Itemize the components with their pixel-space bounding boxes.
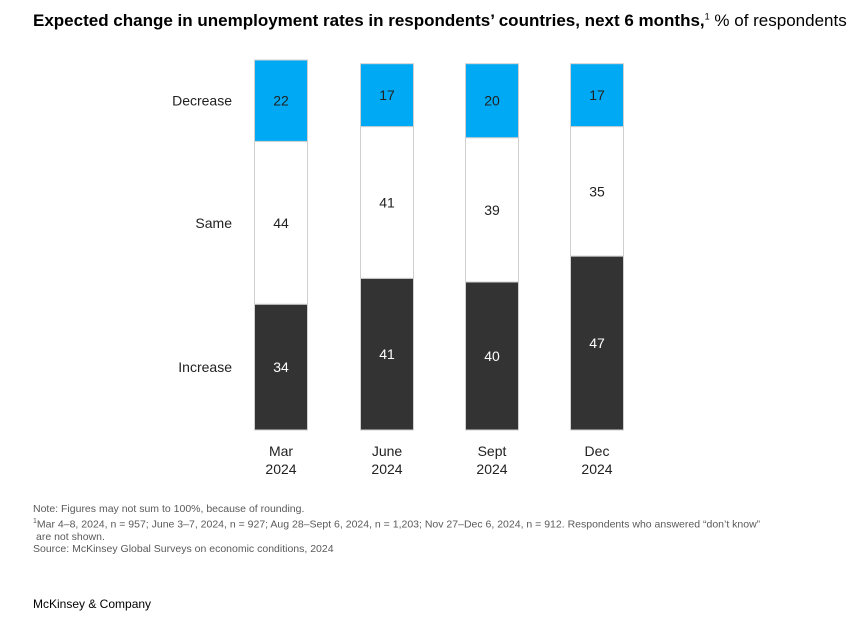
x-tick-label-1-1: 2024	[371, 461, 402, 477]
bar-segment-decrease-3	[570, 63, 624, 128]
data-label-decrease-1: 17	[379, 87, 395, 103]
bar-segment-increase-3	[570, 255, 624, 431]
bar-segment-increase-0	[254, 303, 308, 431]
x-tick-label-2-0: Sept	[478, 443, 507, 459]
title-footnote-mark: 1	[704, 11, 710, 22]
brand-logo-text: McKinsey & Company	[33, 597, 152, 611]
footnote-mark: 1	[33, 517, 37, 525]
data-label-increase-1: 41	[379, 346, 395, 362]
data-label-increase-3: 47	[589, 335, 605, 351]
note-text: Note: Figures may not sum to 100%, becau…	[33, 503, 305, 515]
data-label-increase-0: 34	[273, 359, 289, 375]
title-main: Expected change in unemployment rates in…	[33, 11, 705, 30]
data-label-same-2: 39	[484, 202, 500, 218]
bar-segment-same-1	[360, 126, 414, 279]
source-text: Source: McKinsey Global Surveys on econo…	[33, 543, 334, 555]
stacked-bar-chart: 34 44 22 Mar 2024 41 41 17 June 2024 40 39 20 Sept 202…	[172, 59, 624, 477]
footnote-line-1: Mar 4–8, 2024, n = 957; June 3–7, 2024, …	[36, 518, 761, 530]
chart-title: Expected change in unemployment rates in…	[33, 11, 847, 31]
data-label-same-0: 44	[273, 215, 289, 231]
x-tick-label-3-1: 2024	[581, 461, 612, 477]
x-tick-label-0-1: 2024	[265, 461, 296, 477]
bar-segment-same-0	[254, 140, 308, 305]
x-tick-label-0-0: Mar	[269, 443, 293, 459]
data-label-decrease-3: 17	[589, 87, 605, 103]
bar-segment-decrease-0	[254, 59, 308, 142]
data-label-increase-2: 40	[484, 348, 500, 364]
chart-notes: Note: Figures may not sum to 100%, becau…	[33, 503, 843, 556]
legend-label-decrease: Decrease	[172, 93, 232, 109]
bar-segment-decrease-1	[360, 63, 414, 128]
legend-label-increase: Increase	[178, 359, 232, 375]
bar-segment-increase-1	[360, 277, 414, 431]
bar-segment-decrease-2	[465, 63, 519, 139]
data-label-same-1: 41	[379, 194, 395, 210]
title-unit: % of respondents	[709, 11, 847, 30]
legend-label-same: Same	[195, 215, 232, 231]
x-tick-label-3-0: Dec	[585, 443, 610, 459]
data-label-decrease-0: 22	[273, 93, 289, 109]
data-label-decrease-2: 20	[484, 93, 500, 109]
footnote-line-2: are not shown.	[36, 530, 105, 543]
bar-segment-same-3	[570, 126, 624, 257]
footnote-text: 1Mar 4–8, 2024, n = 957; June 3–7, 2024,…	[33, 516, 843, 531]
data-label-same-3: 35	[589, 183, 605, 199]
x-tick-label-1-0: June	[372, 443, 403, 459]
x-tick-label-2-1: 2024	[476, 461, 507, 477]
